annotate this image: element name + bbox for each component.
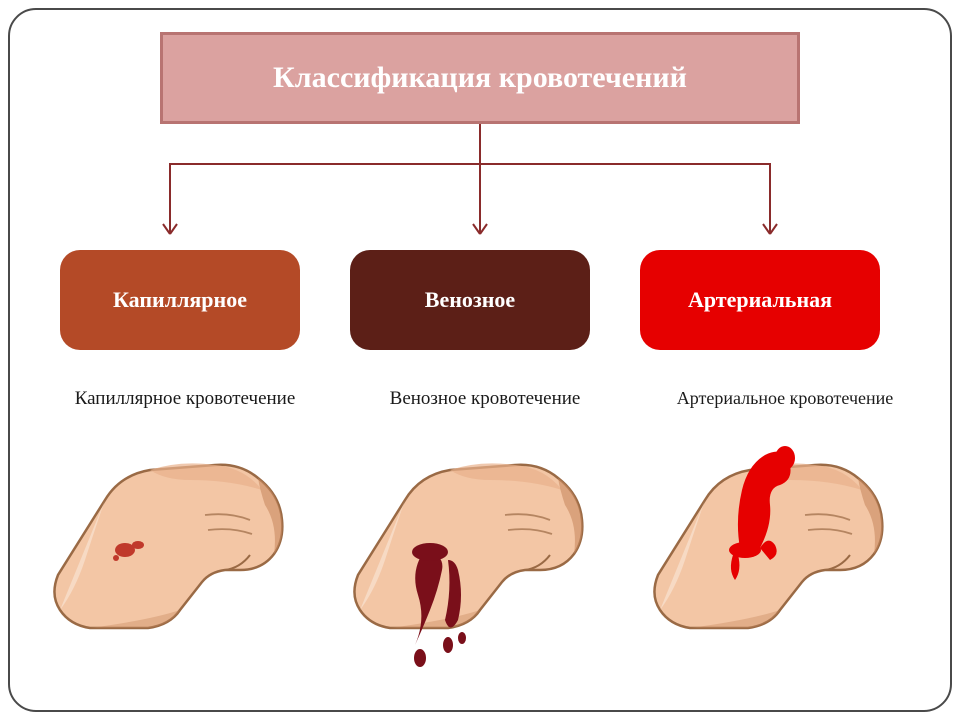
category-box: Капиллярное (60, 250, 300, 350)
hand-illustration (630, 420, 930, 680)
illustration-label: Капиллярное кровотечение (40, 388, 330, 410)
category-box: Венозное (350, 250, 590, 350)
category-label: Венозное (425, 287, 515, 313)
hand-illustration (330, 420, 630, 680)
category-box: Артериальная (640, 250, 880, 350)
category-label: Капиллярное (113, 287, 247, 313)
illustration-label: Артериальное кровотечение (640, 388, 930, 409)
illustration-label: Венозное кровотечение (340, 388, 630, 410)
illustration-label-text: Артериальное кровотечение (677, 388, 894, 408)
title-box: Классификация кровотечений (160, 32, 800, 124)
title-text: Классификация кровотечений (273, 61, 687, 95)
illustration-label-text: Венозное кровотечение (390, 388, 581, 409)
category-label: Артериальная (688, 287, 832, 313)
illustration-label-text: Капиллярное кровотечение (75, 388, 296, 409)
hand-illustration (30, 420, 330, 680)
